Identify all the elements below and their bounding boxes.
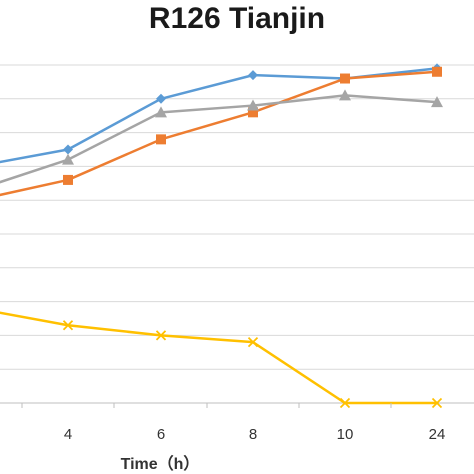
x-tick-labels: 4 6 8 10 24 <box>21 403 446 443</box>
x-tick-label: 10 <box>337 426 354 443</box>
data-point-x-stroke <box>62 320 74 331</box>
series-line-4 <box>0 311 437 405</box>
x-tick-label: 4 <box>64 426 72 443</box>
series-markers <box>62 63 443 409</box>
gridlines <box>0 64 474 404</box>
data-point-x-stroke <box>155 330 167 341</box>
data-point-square <box>156 134 166 145</box>
data-point-triangle <box>62 153 74 165</box>
data-point-square <box>248 107 258 118</box>
data-point-square <box>340 73 350 84</box>
data-point-x <box>155 330 167 341</box>
data-point-x <box>62 320 74 331</box>
series-line-2 <box>0 70 438 197</box>
chart-title: R126 Tianjin <box>149 2 325 35</box>
series-line-3 <box>0 94 438 184</box>
x-axis-label: Time（h） <box>121 455 200 473</box>
data-point-x-stroke <box>431 397 443 409</box>
data-point-triangle <box>155 106 167 118</box>
data-point-diamond <box>248 70 258 81</box>
data-point-diamond <box>156 93 166 104</box>
x-tick-label: 6 <box>157 426 165 443</box>
x-tick-label: 24 <box>429 426 446 443</box>
data-point-square <box>63 174 73 185</box>
data-point-x <box>339 397 351 409</box>
data-point-x <box>431 397 443 409</box>
data-point-triangle <box>247 99 259 111</box>
data-point-triangle <box>339 89 351 101</box>
series-lines <box>0 67 438 405</box>
data-point-x-stroke <box>339 397 351 409</box>
data-point-diamond <box>63 144 73 155</box>
data-point-x-stroke <box>247 337 259 348</box>
data-point-triangle <box>431 96 443 108</box>
data-point-square <box>432 66 442 77</box>
data-point-x <box>247 337 259 348</box>
x-tick-label: 8 <box>249 426 257 443</box>
